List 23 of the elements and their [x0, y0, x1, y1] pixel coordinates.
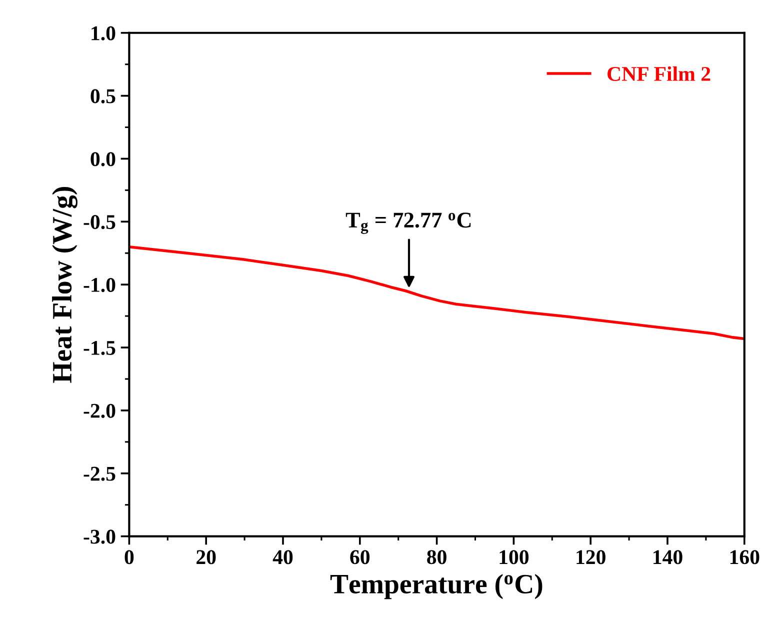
x-tick-label: 120	[576, 550, 606, 564]
y-tick-label: -0.5	[84, 215, 116, 230]
y-tick-label: -2.0	[84, 404, 116, 418]
y-tick-label: 0.0	[90, 152, 116, 166]
y-tick-label: 1.0	[92, 26, 116, 40]
x-tick-label: 0	[124, 550, 134, 564]
x-tick-label: 60	[350, 550, 370, 564]
x-tick-label: 40	[272, 550, 293, 564]
x-tick-label: 80	[427, 550, 446, 564]
y-axis-title: Heat Flow (W/g)	[52, 187, 78, 383]
legend-label: CNF Film 2	[608, 66, 710, 81]
y-tick-label: -3.0	[84, 530, 116, 544]
x-tick-label: 140	[654, 550, 682, 564]
y-tick-label: 0.5	[90, 89, 116, 104]
y-tick-label: -1.5	[84, 340, 116, 356]
x-tick-label: 160	[730, 550, 760, 564]
line-series	[129, 245, 744, 340]
annotation: T$_{g}$ = 72.77 $^{o}$C	[346, 212, 471, 234]
x-tick-label: 100	[500, 550, 529, 564]
y-tick-label: -2.5	[84, 466, 116, 481]
x-tick-label: 20	[196, 550, 216, 564]
x-axis-title: Temperature ($^{o}$C)	[330, 574, 542, 600]
y-tick-label: -1.0	[84, 278, 116, 292]
